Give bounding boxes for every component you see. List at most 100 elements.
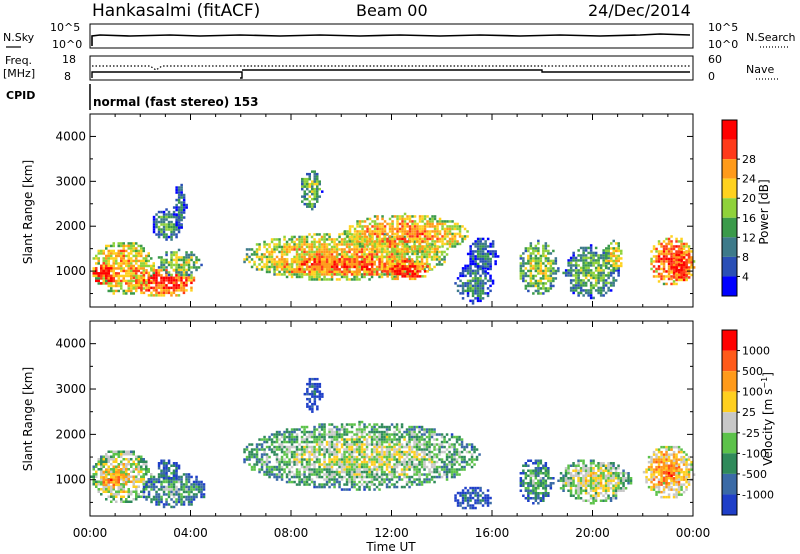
power-colorbar-tick: 8 (742, 251, 749, 264)
nsearch-label: N.Search (746, 31, 796, 44)
power-colorbar-swatch (722, 198, 737, 218)
power-colorbar-swatch (722, 217, 737, 238)
power-y-axis: 1000 2000 3000 4000 (55, 113, 694, 307)
power-colorbar-tick: 16 (742, 212, 756, 225)
power-colorbar-tick: 24 (742, 173, 756, 186)
cpid-text: normal (fast stereo) 153 (93, 95, 259, 109)
nsky-tick-bottom: 10^0 (52, 38, 82, 51)
velocity-y-tick-label: 4000 (55, 337, 86, 351)
time-tick-label: 16:00 (475, 526, 510, 540)
power-y-tick-label: 1000 (55, 264, 86, 278)
velocity-colorbar-label: Velocity [m s−1] (760, 372, 775, 466)
power-colorbar-swatch (722, 120, 737, 140)
power-colorbar-swatch (722, 159, 737, 179)
power-colorbar: 4 8 12 16 20 24 28 (721, 119, 756, 297)
velocity-panel: Slant Range [km] 1000 2000 3000 4000 1000 50… (21, 320, 775, 517)
velocity-colorbar-tick: -1000 (742, 488, 774, 501)
velocity-colorbar-tick: 500 (742, 365, 763, 378)
velocity-colorbar-tick: -25 (742, 427, 760, 440)
velocity-colorbar-tick: 25 (742, 406, 756, 419)
power-colorbar-tick: 28 (742, 153, 756, 166)
power-echo-region (341, 212, 469, 256)
power-echo-region (157, 248, 203, 277)
freq-trace (91, 69, 690, 79)
time-axis-label: Time UT (365, 540, 416, 554)
velocity-colorbar-swatch (722, 330, 737, 351)
velocity-colorbar-tick: -100 (742, 447, 767, 460)
power-echo-region (454, 264, 495, 305)
nave-tick-bottom: 0 (708, 70, 715, 83)
freq-tick-bottom: 8 (64, 70, 71, 83)
velocity-colorbar-tick: 1000 (742, 345, 770, 358)
velocity-echo-region (519, 459, 555, 505)
velocity-echo-region (660, 459, 681, 485)
velocity-echo-region (454, 486, 492, 510)
velocity-echo-region (303, 377, 324, 413)
velocity-y-tick-label: 2000 (55, 427, 86, 441)
velocity-colorbar: 1000 500 100 25 -25 -100 -500 -1000 (721, 329, 774, 516)
nave-label: Nave (746, 63, 774, 76)
power-colorbar-swatch (722, 178, 737, 199)
date-title: 24/Dec/2014 (588, 1, 691, 20)
cpid-panel: CPID normal (fast stereo) 153 (6, 84, 259, 110)
power-colorbar-label: Power [dB] (757, 179, 771, 244)
velocity-colorbar-swatch (722, 453, 737, 474)
power-colorbar-swatch (722, 276, 737, 296)
velocity-y-axis: 1000 2000 3000 4000 (55, 320, 694, 516)
velocity-y-tick-label: 3000 (55, 382, 86, 396)
power-y-tick-label: 2000 (55, 219, 86, 233)
velocity-colorbar-swatch (722, 412, 737, 433)
power-echo-region (92, 262, 118, 285)
nave-tick-top: 60 (708, 53, 722, 66)
power-colorbar-swatch (722, 256, 737, 277)
power-colorbar-swatch (722, 139, 737, 160)
time-tick-label: 00:00 (73, 526, 108, 540)
power-ylabel: Slant Range [km] (21, 160, 35, 264)
velocity-colorbar-swatch (722, 494, 737, 515)
velocity-colorbar-swatch (722, 473, 737, 495)
velocity-ylabel: Slant Range [km] (21, 367, 35, 471)
time-tick-label: 00:00 (676, 526, 711, 540)
velocity-colorbar-tick: -500 (742, 468, 767, 481)
time-tick-label: 20:00 (575, 526, 610, 540)
power-y-tick-label: 4000 (55, 129, 86, 143)
nsearch-tick-bottom: 10^0 (708, 38, 738, 51)
velocity-y-tick-label: 1000 (55, 473, 86, 487)
velocity-colorbar-swatch (722, 432, 737, 454)
velocity-echo-region (557, 459, 633, 505)
velocity-echo-region (142, 470, 206, 509)
velocity-echo-region (100, 468, 128, 489)
freq-label-1: Freq. (5, 54, 32, 67)
cpid-label: CPID (6, 89, 35, 102)
nsky-trace (91, 33, 691, 46)
nave-trace (92, 65, 690, 71)
freq-tick-top: 18 (62, 53, 76, 66)
time-tick-label: 08:00 (274, 526, 309, 540)
power-echo-region (172, 183, 188, 229)
power-echo-region (605, 239, 623, 273)
power-echo-region (301, 170, 324, 211)
power-echo-region (670, 248, 696, 282)
power-y-tick-label: 3000 (55, 174, 86, 188)
velocity-echo-region (243, 420, 481, 491)
velocity-colorbar-swatch (722, 391, 737, 413)
nsky-panel: N.Sky 10^5 10^0 10^5 10^0 N.Search (3, 21, 796, 51)
power-echo-region (519, 239, 560, 295)
power-heatmap (92, 170, 696, 305)
velocity-heatmap (90, 377, 696, 510)
velocity-colorbar-swatch (722, 371, 737, 392)
power-echo-region (381, 257, 432, 281)
nsearch-tick-top: 10^5 (708, 21, 738, 34)
nsky-tick-top: 10^5 (50, 21, 80, 34)
power-echo-region (132, 269, 196, 297)
velocity-echo-region (157, 459, 181, 480)
power-colorbar-tick: 20 (742, 192, 756, 205)
nsky-label: N.Sky (3, 31, 35, 44)
freq-label-2: [MHz] (3, 67, 35, 80)
power-colorbar-swatch (722, 237, 737, 257)
time-tick-label: 04:00 (173, 526, 208, 540)
power-colorbar-tick: 12 (742, 231, 756, 244)
power-colorbar-tick: 4 (742, 270, 749, 283)
freq-panel: Freq. [MHz] 18 8 60 0 Nave (3, 53, 778, 83)
